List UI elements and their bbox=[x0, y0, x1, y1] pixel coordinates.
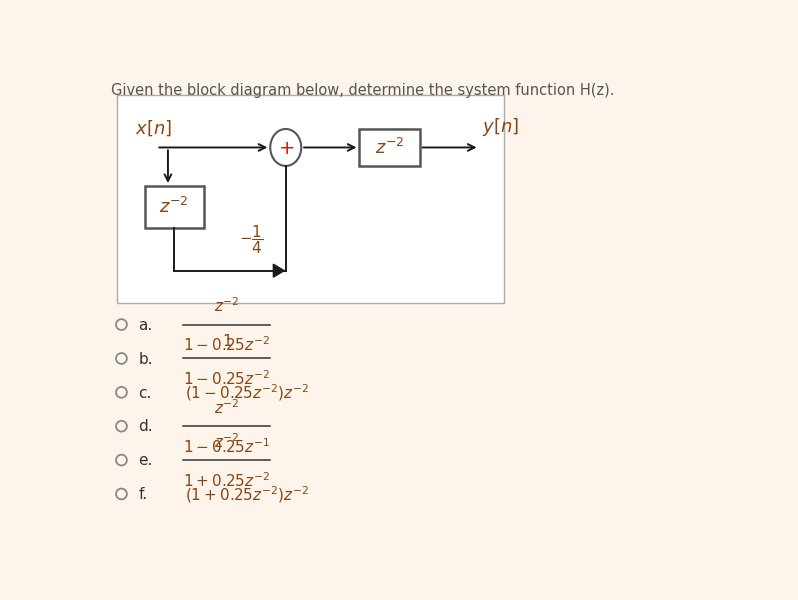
Text: $-\dfrac{1}{4}$: $-\dfrac{1}{4}$ bbox=[239, 223, 263, 256]
Text: d.: d. bbox=[139, 419, 153, 434]
Text: $1$: $1$ bbox=[222, 333, 232, 349]
Text: $1-0.25z^{-2}$: $1-0.25z^{-2}$ bbox=[184, 369, 271, 388]
Text: Given the block diagram below, determine the system function H(z).: Given the block diagram below, determine… bbox=[111, 83, 614, 98]
Text: $(1+0.25z^{-2})z^{-2}$: $(1+0.25z^{-2})z^{-2}$ bbox=[185, 484, 309, 505]
Polygon shape bbox=[274, 264, 284, 277]
Text: $z^{-2}$: $z^{-2}$ bbox=[214, 296, 239, 316]
Bar bbox=[117, 95, 504, 303]
Bar bbox=[144, 186, 203, 229]
Text: $1-0.25z^{-2}$: $1-0.25z^{-2}$ bbox=[184, 335, 271, 354]
Text: a.: a. bbox=[139, 318, 152, 333]
Text: $z^{-2}$: $z^{-2}$ bbox=[375, 138, 405, 158]
Text: $x[n]$: $x[n]$ bbox=[135, 119, 172, 138]
Text: $z^{-2}$: $z^{-2}$ bbox=[160, 197, 189, 217]
Text: f.: f. bbox=[139, 487, 148, 502]
Text: e.: e. bbox=[139, 454, 153, 469]
Text: $(1-0.25z^{-2})z^{-2}$: $(1-0.25z^{-2})z^{-2}$ bbox=[185, 383, 309, 403]
Bar bbox=[359, 129, 420, 166]
Text: $1+0.25z^{-2}$: $1+0.25z^{-2}$ bbox=[184, 471, 271, 490]
Text: b.: b. bbox=[139, 352, 153, 367]
Text: $y[n]$: $y[n]$ bbox=[482, 116, 519, 138]
Text: $+$: $+$ bbox=[279, 139, 294, 158]
Text: c.: c. bbox=[139, 386, 152, 401]
Text: $z^{-2}$: $z^{-2}$ bbox=[214, 432, 239, 451]
Text: $z^{-2}$: $z^{-2}$ bbox=[214, 398, 239, 417]
Text: $1-0.25z^{-1}$: $1-0.25z^{-1}$ bbox=[184, 437, 271, 455]
